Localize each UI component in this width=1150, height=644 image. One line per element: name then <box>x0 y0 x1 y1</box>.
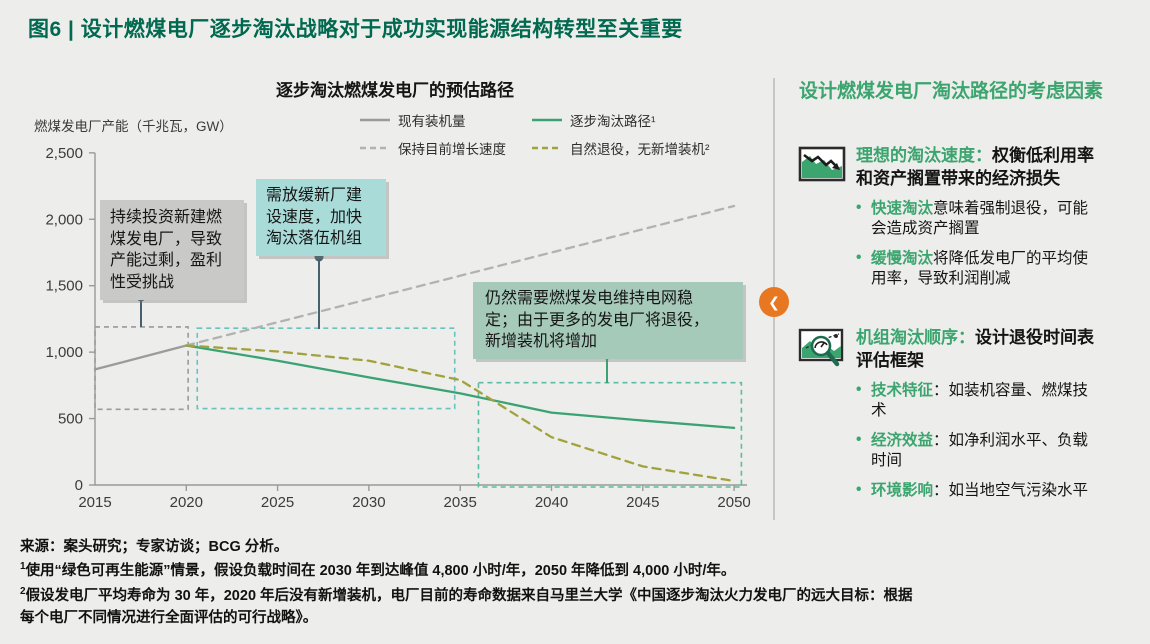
bullet-dot: • <box>856 199 862 217</box>
legend-item: 现有装机量 <box>360 110 506 130</box>
legend-label: 保持目前增长速度 <box>398 142 506 157</box>
bullet-dot: • <box>856 430 862 448</box>
svg-text:2040: 2040 <box>535 494 568 511</box>
bullet-text: 将降低发电厂的平均使 用率，导致利润削减 <box>871 249 1089 287</box>
legend-item: 自然退役，无新增装机² <box>532 138 710 158</box>
bullet-dot: • <box>856 381 862 399</box>
panel-title: 设计燃煤发电厂淘汰路径的考虑因素 <box>799 81 1104 102</box>
bullet-lead: 技术特征 <box>871 382 934 400</box>
figure-footer: 来源：案头研究；专家访谈；BCG 分析。 1使用“绿色可再生能源”情景，假设负载… <box>20 536 1135 630</box>
chart-legend: 现有装机量保持目前增长速度 逐步淘汰路径¹ 自然退役，无新增装机² <box>360 110 710 158</box>
chart-magnifier-icon <box>798 328 848 379</box>
nav-back-button[interactable]: ❮ <box>759 287 789 317</box>
section-heading: 机组淘汰顺序：设计退役时间表 评估框架 <box>856 328 1094 371</box>
section-heading: 理想的淘汰速度：权衡低利用率 和资产搁置带来的经济损失 <box>856 146 1094 189</box>
consideration-bullet: • 经济效益：如净利润水平、负载 时间 <box>856 431 1144 471</box>
y-axis-label: 燃煤发电厂产能（千兆瓦，GW） <box>34 119 233 134</box>
chevron-left-icon: ❮ <box>768 293 780 310</box>
callout-grid-stability: 仍然需要燃煤发电维持电网稳 定；由于更多的发电厂将退役， 新增装机将增加 <box>473 282 743 359</box>
source-line: 来源：案头研究；专家访谈；BCG 分析。 <box>20 536 1135 558</box>
phase-out-line-chart: 0 500 1,000 1,500 2,000 2,500 2015 2020 2025 2030… <box>45 145 750 511</box>
svg-text:1,000: 1,000 <box>45 344 83 361</box>
bullet-dot: • <box>856 248 862 266</box>
chart-title: 逐步淘汰燃煤发电厂的预估路径 <box>276 81 514 100</box>
bullet-text: ：如装机容量、燃煤技 术 <box>871 382 1089 420</box>
source-label: 来源： <box>20 539 64 555</box>
footnote-2: 2假设发电厂平均寿命为 30 年，2020 年后没有新增装机，电厂目前的寿命数据… <box>20 585 913 627</box>
svg-text:2045: 2045 <box>626 494 659 511</box>
bullet-list: • 技术特征：如装机容量、燃煤技 术 • 经济效益：如净利润水平、负载 时间 • 环境影响… <box>856 381 1144 500</box>
svg-text:2020: 2020 <box>170 494 203 511</box>
svg-text:2035: 2035 <box>444 494 477 511</box>
consideration-bullet: • 技术特征：如装机容量、燃煤技 术 <box>856 381 1144 421</box>
svg-text:1,500: 1,500 <box>45 278 83 295</box>
legend-label: 逐步淘汰路径¹ <box>570 114 656 129</box>
svg-text:2025: 2025 <box>261 494 294 511</box>
dashed-line-swatch <box>360 146 390 150</box>
bullet-text: ：如净利润水平、负载 时间 <box>871 431 1089 469</box>
solid-line-swatch <box>360 118 390 122</box>
legend-label: 现有装机量 <box>398 114 466 129</box>
panel-section-pace: 理想的淘汰速度：权衡低利用率 和资产搁置带来的经济损失 • 快速淘汰意味着强制退役… <box>798 144 1144 299</box>
figure-title: 图6 | 设计燃煤电厂逐步淘汰战略对于成功实现能源结构转型至关重要 <box>28 18 683 41</box>
svg-text:2,000: 2,000 <box>45 211 83 228</box>
svg-text:2030: 2030 <box>352 494 385 511</box>
source-text: 案头研究；专家访谈；BCG 分析。 <box>63 539 289 555</box>
consideration-bullet: • 缓慢淘汰将降低发电厂的平均使 用率，导致利润削减 <box>856 249 1144 289</box>
svg-text:2050: 2050 <box>717 494 750 511</box>
svg-text:2,500: 2,500 <box>45 145 83 162</box>
panel-section-sequence: 机组淘汰顺序：设计退役时间表 评估框架 • 技术特征：如装机容量、燃煤技 术 • 经济… <box>798 326 1144 510</box>
consideration-bullet: • 快速淘汰意味着强制退役，可能 会造成资产搁置 <box>856 199 1144 239</box>
bullet-list: • 快速淘汰意味着强制退役，可能 会造成资产搁置 • 缓慢淘汰将降低发电厂的平均使 用… <box>856 199 1144 288</box>
bullet-lead: 经济效益 <box>871 431 934 449</box>
bullet-text: 意味着强制退役，可能 会造成资产搁置 <box>871 200 1089 238</box>
bullet-text: ：如当地空气污染水平 <box>933 481 1089 499</box>
legend-item: 保持目前增长速度 <box>360 138 506 158</box>
bullet-lead: 缓慢淘汰 <box>871 249 934 267</box>
dashed-line-swatch <box>532 146 562 150</box>
bullet-lead: 环境影响 <box>871 481 934 499</box>
svg-text:2015: 2015 <box>78 494 111 511</box>
legend-label: 自然退役，无新增装机² <box>570 142 710 157</box>
bullet-lead: 快速淘汰 <box>871 200 934 218</box>
consideration-bullet: • 环境影响：如当地空气污染水平 <box>856 481 1144 501</box>
bullet-dot: • <box>856 480 862 498</box>
legend-item: 逐步淘汰路径¹ <box>532 110 710 130</box>
svg-text:500: 500 <box>58 411 83 428</box>
svg-text:0: 0 <box>75 477 83 494</box>
callout-overcapacity: 持续投资新建燃 煤发电厂，导致 产能过剩，盈利 性受挑战 <box>100 200 244 301</box>
declining-chart-icon <box>798 146 846 189</box>
callout-slow-construction: 需放缓新厂建 设速度，加快 淘汰落伍机组 <box>256 179 386 256</box>
footnote-1: 1使用“绿色可再生能源”情景，假设负载时间在 2030 年到达峰值 4,800 … <box>20 561 736 580</box>
solid-line-swatch <box>532 118 562 122</box>
